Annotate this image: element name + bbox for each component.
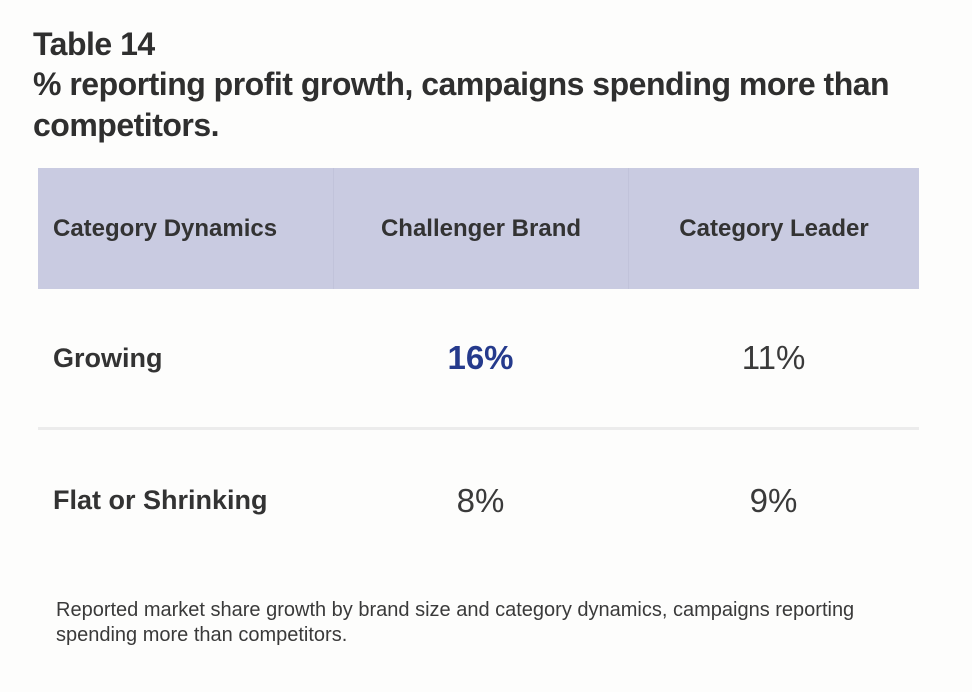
column-header-category-dynamics: Category Dynamics (53, 214, 278, 242)
table-number: Table 14 (33, 26, 155, 62)
growing-challenger-value: 16% (447, 339, 514, 376)
column-header-challenger-brand: Challenger Brand (333, 168, 628, 289)
title-block: Table 14 % reporting profit growth, camp… (33, 24, 943, 146)
table-header-row: Category Dynamics Challenger Brand Categ… (38, 168, 919, 289)
flat-challenger-value: 8% (456, 481, 505, 519)
table-row: Growing 16% 11% (38, 289, 919, 430)
growing-leader-value: 11% (741, 339, 806, 376)
column-header-category-leader: Category Leader (628, 168, 919, 289)
row-label-flat-or-shrinking: Flat or Shrinking (53, 485, 268, 515)
table-title: % reporting profit growth, campaigns spe… (33, 66, 890, 143)
flat-leader-value: 9% (749, 481, 798, 519)
data-table: Category Dynamics Challenger Brand Categ… (38, 168, 919, 571)
table-row: Flat or Shrinking 8% 9% (38, 430, 919, 571)
table-caption: Reported market share growth by brand si… (56, 599, 855, 646)
row-label-growing: Growing (53, 342, 163, 373)
